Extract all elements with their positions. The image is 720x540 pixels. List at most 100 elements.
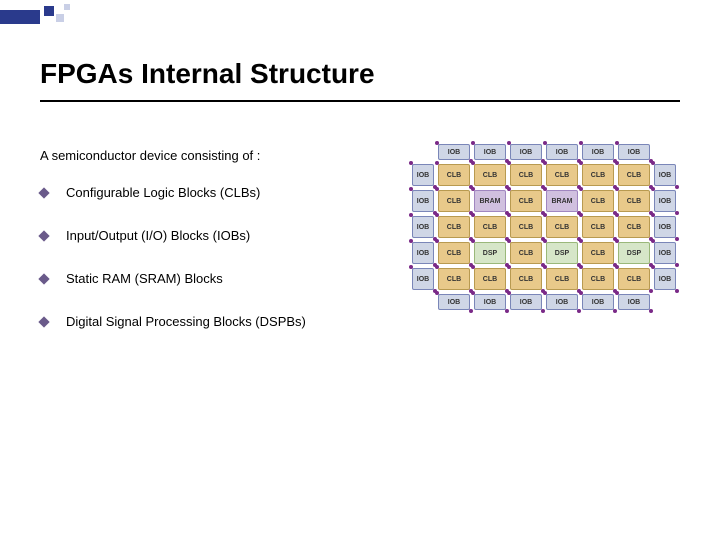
iob-block: IOB — [654, 216, 676, 238]
clb-block: CLB — [510, 190, 542, 212]
bullet-item: Input/Output (I/O) Blocks (IOBs) — [40, 228, 400, 243]
bullet-text: Static RAM (SRAM) Blocks — [66, 271, 223, 286]
clb-block: CLB — [618, 190, 650, 212]
iob-block: IOB — [412, 268, 434, 290]
fpga-row: IOBCLBCLBCLBCLBCLBCLBIOB — [412, 216, 676, 238]
block-label: CLB — [547, 165, 577, 185]
bullet-list: Configurable Logic Blocks (CLBs) Input/Ou… — [40, 185, 400, 357]
block-label: IOB — [583, 295, 613, 309]
iob-block: IOB — [412, 216, 434, 238]
block-label: IOB — [475, 145, 505, 159]
clb-block: CLB — [510, 216, 542, 238]
spacer — [654, 294, 676, 310]
clb-block: CLB — [582, 164, 614, 186]
block-label: IOB — [511, 295, 541, 309]
block-label: IOB — [619, 145, 649, 159]
fpga-row: IOBCLBCLBCLBCLBCLBCLBIOB — [412, 164, 676, 186]
block-label: IOB — [439, 295, 469, 309]
deco-bar — [0, 10, 40, 24]
iob-row-bottom: IOBIOBIOBIOBIOBIOB — [412, 294, 676, 310]
spacer — [654, 144, 676, 160]
clb-block: CLB — [546, 268, 578, 290]
block-label: IOB — [413, 217, 433, 237]
block-label: IOB — [413, 269, 433, 289]
block-label: CLB — [511, 269, 541, 289]
block-label: IOB — [619, 295, 649, 309]
clb-block: CLB — [438, 242, 470, 264]
block-label: IOB — [413, 191, 433, 211]
clb-block: CLB — [438, 190, 470, 212]
block-label: IOB — [547, 145, 577, 159]
corner-decoration — [0, 0, 110, 30]
block-label: CLB — [475, 269, 505, 289]
dsp-block: DSP — [618, 242, 650, 264]
block-label: IOB — [655, 243, 675, 263]
bullet-marker-icon — [38, 187, 49, 198]
block-label: IOB — [413, 165, 433, 185]
block-label: CLB — [619, 217, 649, 237]
fpga-grid: IOBIOBIOBIOBIOBIOBIOBCLBCLBCLBCLBCLBCLBI… — [408, 140, 680, 314]
clb-block: CLB — [438, 216, 470, 238]
block-label: CLB — [583, 217, 613, 237]
block-label: CLB — [583, 243, 613, 263]
iob-block: IOB — [474, 144, 506, 160]
fpga-row: IOBCLBCLBCLBCLBCLBCLBIOB — [412, 268, 676, 290]
block-label: CLB — [619, 269, 649, 289]
block-label: IOB — [547, 295, 577, 309]
bullet-marker-icon — [38, 316, 49, 327]
bullet-item: Static RAM (SRAM) Blocks — [40, 271, 400, 286]
block-label: IOB — [511, 145, 541, 159]
block-label: CLB — [439, 269, 469, 289]
bullet-text: Input/Output (I/O) Blocks (IOBs) — [66, 228, 250, 243]
clb-block: CLB — [546, 164, 578, 186]
block-label: DSP — [619, 243, 649, 263]
block-label: CLB — [619, 165, 649, 185]
block-label: CLB — [475, 217, 505, 237]
iob-block: IOB — [546, 294, 578, 310]
block-label: BRAM — [475, 191, 505, 211]
deco-square — [56, 14, 64, 22]
bullet-text: Configurable Logic Blocks (CLBs) — [66, 185, 260, 200]
bullet-text: Digital Signal Processing Blocks (DSPBs) — [66, 314, 306, 329]
block-label: CLB — [511, 191, 541, 211]
block-label: IOB — [655, 217, 675, 237]
bullet-item: Configurable Logic Blocks (CLBs) — [40, 185, 400, 200]
iob-block: IOB — [412, 164, 434, 186]
iob-block: IOB — [654, 164, 676, 186]
block-label: CLB — [511, 243, 541, 263]
iob-block: IOB — [412, 242, 434, 264]
dsp-block: DSP — [474, 242, 506, 264]
clb-block: CLB — [546, 216, 578, 238]
clb-block: CLB — [582, 216, 614, 238]
block-label: IOB — [583, 145, 613, 159]
bram-block: BRAM — [474, 190, 506, 212]
clb-block: CLB — [582, 242, 614, 264]
fpga-row: IOBCLBBRAMCLBBRAMCLBCLBIOB — [412, 190, 676, 212]
block-label: CLB — [619, 191, 649, 211]
clb-block: CLB — [618, 268, 650, 290]
iob-block: IOB — [582, 294, 614, 310]
clb-block: CLB — [510, 242, 542, 264]
clb-block: CLB — [438, 164, 470, 186]
bullet-marker-icon — [38, 273, 49, 284]
clb-block: CLB — [618, 164, 650, 186]
block-label: CLB — [511, 165, 541, 185]
block-label: CLB — [475, 165, 505, 185]
block-label: CLB — [583, 165, 613, 185]
iob-block: IOB — [618, 294, 650, 310]
dsp-block: DSP — [546, 242, 578, 264]
clb-block: CLB — [510, 268, 542, 290]
bullet-marker-icon — [38, 230, 49, 241]
block-label: CLB — [439, 165, 469, 185]
clb-block: CLB — [474, 268, 506, 290]
title-rule — [40, 100, 680, 102]
iob-block: IOB — [510, 144, 542, 160]
clb-block: CLB — [474, 216, 506, 238]
clb-block: CLB — [582, 268, 614, 290]
intro-text: A semiconductor device consisting of : — [40, 148, 260, 163]
iob-row-top: IOBIOBIOBIOBIOBIOB — [412, 144, 676, 160]
block-label: IOB — [413, 243, 433, 263]
block-label: CLB — [583, 269, 613, 289]
clb-block: CLB — [474, 164, 506, 186]
block-label: IOB — [655, 269, 675, 289]
